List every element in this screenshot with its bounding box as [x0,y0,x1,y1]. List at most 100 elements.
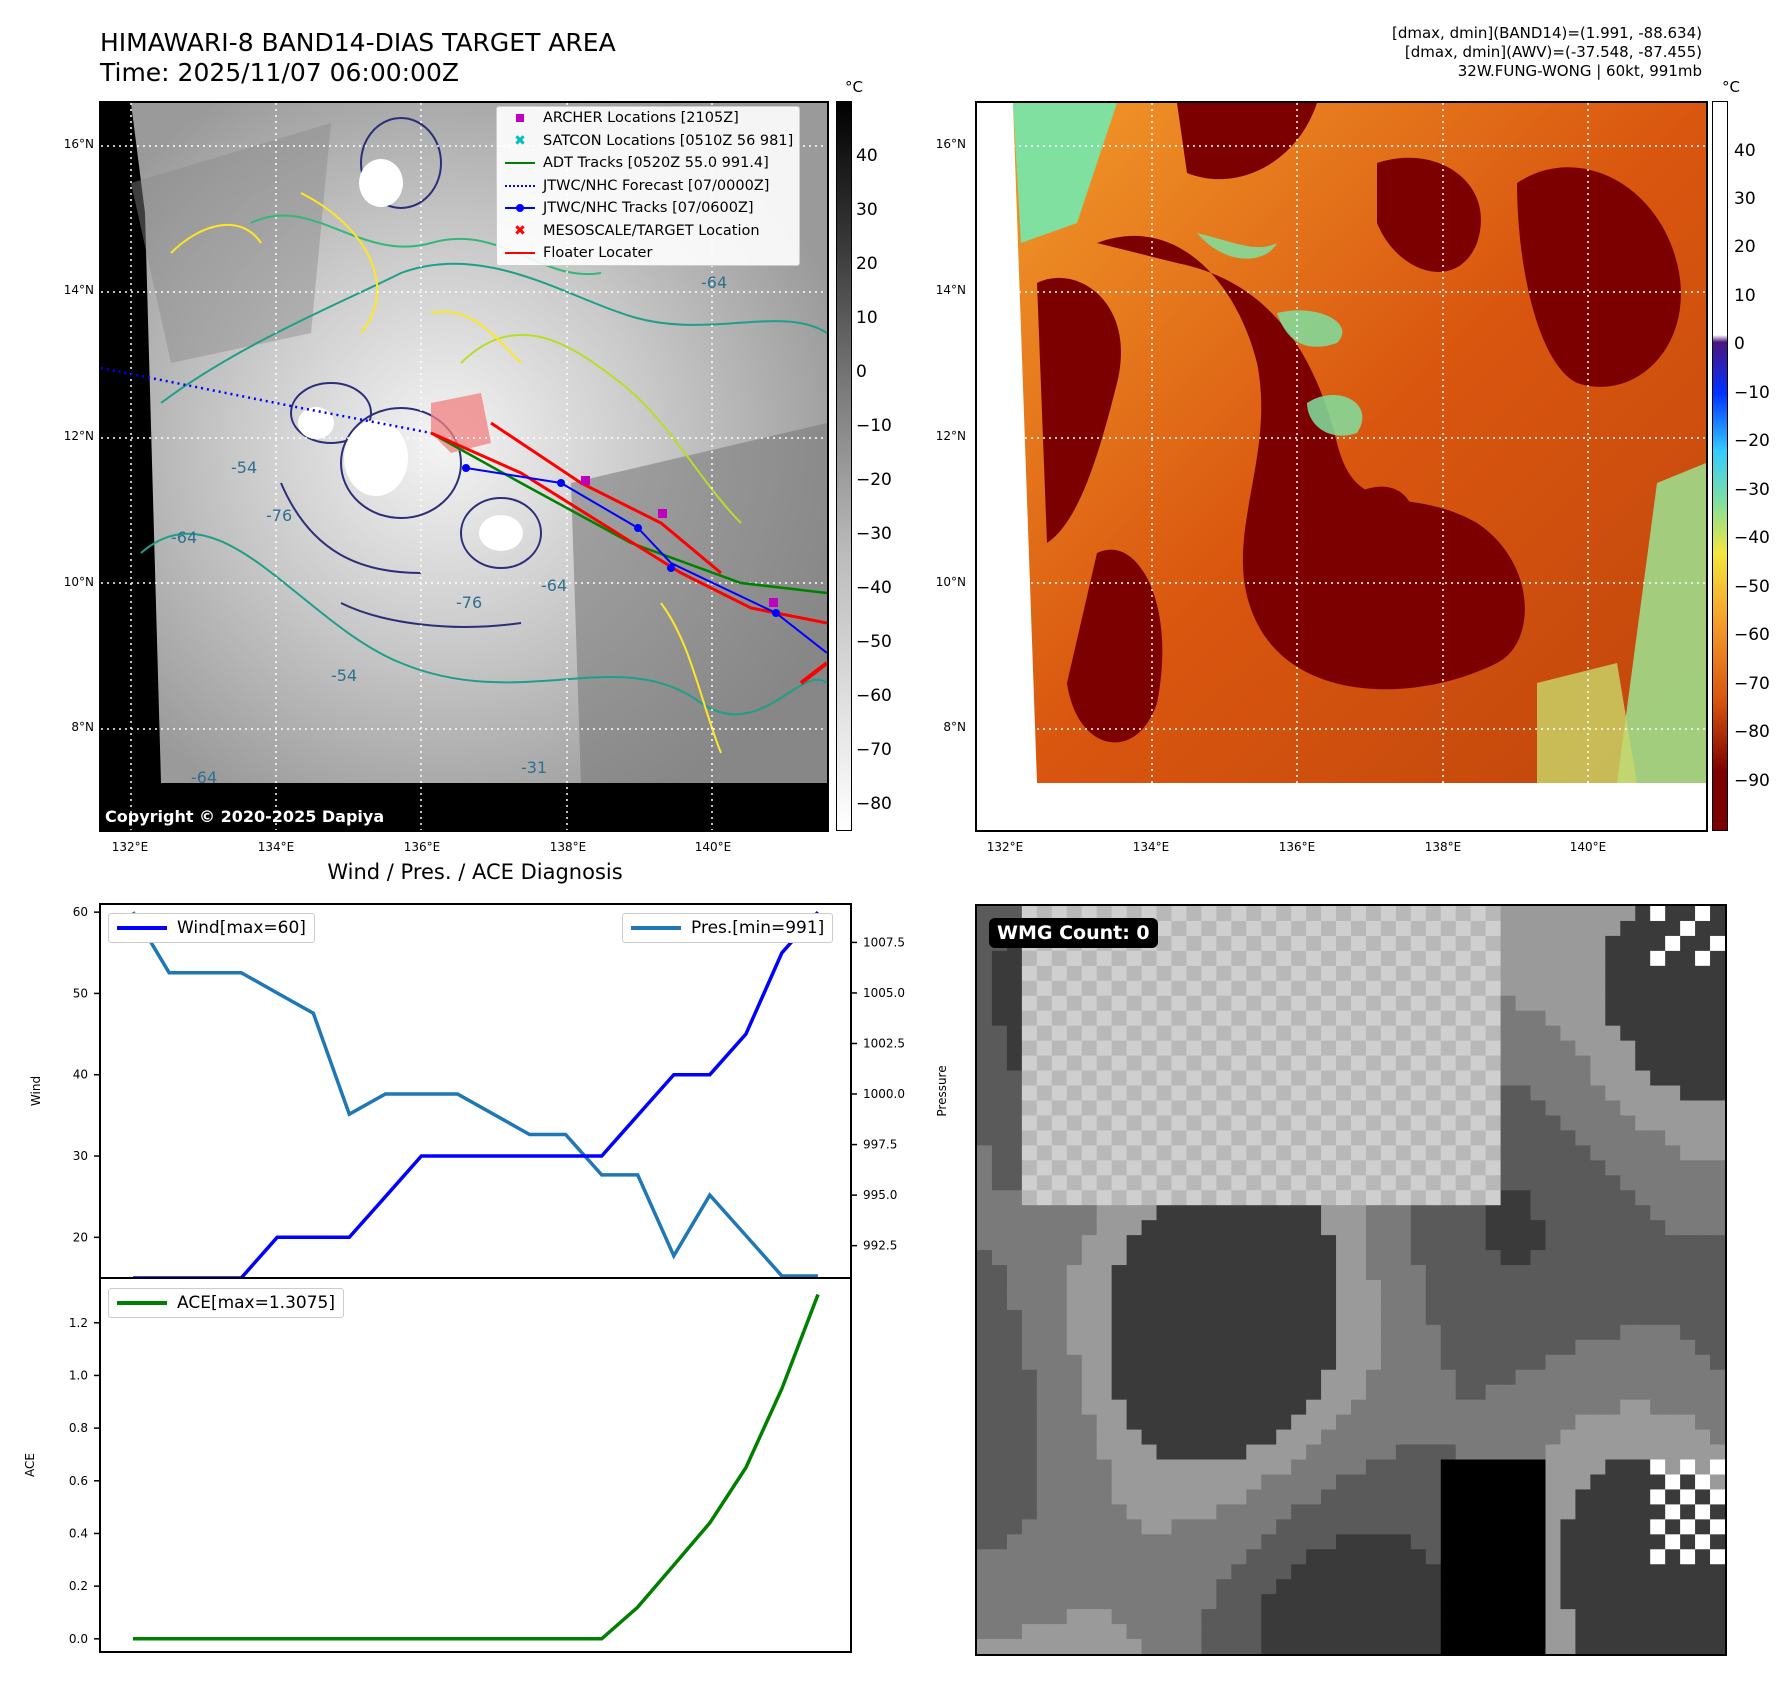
title-line-1: HIMAWARI-8 BAND14-DIAS TARGET AREA [100,28,616,57]
legend-archer: ARCHER Locations [2105Z] [497,107,799,130]
awv-map-image [977,103,1706,830]
lat-label: 16°N [63,137,94,151]
contour-label-1: -64 [701,273,727,292]
legend-adt: ADT Tracks [0520Z 55.0 991.4] [497,152,799,175]
ace-axis-tick-label: 0.4 [69,1526,88,1540]
line-dot-icon [505,204,535,213]
map-legend: ARCHER Locations [2105Z] ✖ SATCON Locati… [496,106,801,266]
jtwc-track-line [465,467,827,654]
colorbar1 [836,101,852,831]
legend-jtwc-forecast: JTWC/NHC Forecast [07/0000Z] [497,175,799,198]
storm-info: [dmax, dmin](BAND14)=(1.991, -88.634) [d… [1392,24,1702,81]
lon-label: 136°E [1278,840,1316,854]
colorbar1-unit: °C [845,78,863,96]
lon-label: 136°E [403,840,441,854]
ace-axis-tick-label: 0.2 [69,1579,88,1593]
square-marker-icon [516,114,524,123]
figure-title: HIMAWARI-8 BAND14-DIAS TARGET AREA Time:… [100,28,616,88]
lon-label: 134°E [1132,840,1170,854]
lon-label: 134°E [257,840,295,854]
contour-label-5: -76 [456,593,482,612]
wmg-panel: WMG Count: 0 [975,904,1727,1656]
diagnosis-charts: 20 30 40 50 60 992.5 995.0 997.5 1000.0 1002.5 10… [23,903,949,1653]
wind-axis-tick-label: 20 [73,1230,88,1244]
pressure-axis-tick-label: 997.5 [863,1138,897,1152]
wind-axis-tick-label: 60 [73,905,88,919]
legend-satcon: ✖ SATCON Locations [0510Z 56 981] [514,132,794,149]
ace-series-line [133,1293,820,1641]
info-band14: [dmax, dmin](BAND14)=(1.991, -88.634) [1391,24,1702,42]
jtwc-forecast-line [101,366,432,435]
lon-label: 138°E [1424,840,1462,854]
floater-locater-line [430,431,827,625]
floater-locater-line-3 [799,661,827,685]
ace-axis-tick-label: 0.6 [69,1474,88,1488]
contour-label-3: -76 [266,506,292,525]
wind-axis-tick-label: 40 [73,1068,88,1082]
dotted-line-icon [505,184,535,187]
lon-label: 132°E [986,840,1024,854]
copyright: Copyright © 2020-2025 Dapiya [105,807,385,826]
ace-panel: 0.0 0.2 0.4 0.6 0.8 1.0 1.2 ACE [23,1277,852,1653]
wind-series-line [133,910,820,1280]
legend-jtwc-tracks: JTWC/NHC Tracks [07/0600Z] [497,197,799,220]
pressure-axis-tick-label: 1007.5 [863,935,905,949]
line-icon [505,252,535,255]
ir-map-image: -64 -54 -76 -64 -76 -54 -64 -31 -64 [101,103,827,830]
ir-map-panel: -64 -54 -76 -64 -76 -54 -64 -31 -64 ARCH… [99,101,829,832]
info-awv: [dmax, dmin](AWV)=(-37.548, -87.455) [1404,43,1702,61]
wind-axis-tick-label: 50 [73,986,88,1000]
legend-floater: Floater Locater [497,242,799,265]
lat-label: 14°N [63,283,94,297]
lon-label: 140°E [1569,840,1607,854]
lat-label: 12°N [63,429,94,443]
lon-label: 140°E [694,840,732,854]
title-line-2: Time: 2025/11/07 06:00:00Z [100,58,459,87]
colorbar2-unit: °C [1722,78,1740,96]
lat-label: 12°N [935,429,966,443]
ace-axis-tick-label: 1.2 [69,1316,88,1330]
contour-label-7: -64 [541,576,567,595]
pressure-legend: Pres.[min=991] [622,913,834,943]
pressure-axis-tick-label: 992.5 [863,1239,897,1253]
ace-legend: ACE[max=1.3075] [108,1288,344,1318]
contour-label-6: -54 [331,666,357,685]
lat-label: 8°N [943,720,966,734]
ace-axis-label: ACE [23,1453,37,1477]
lat-label: 14°N [935,283,966,297]
x-marker-icon: ✖ [514,222,526,239]
lon-label: 138°E [549,840,587,854]
ace-axis-tick-label: 0.8 [69,1421,88,1435]
diagnosis-title: Wind / Pres. / ACE Diagnosis [327,860,623,884]
info-storm: 32W.FUNG-WONG | 60kt, 991mb [1457,62,1702,80]
wmg-grid-image [977,906,1725,1654]
pressure-axis-tick-label: 1005.0 [863,986,905,1000]
lat-label: 10°N [63,575,94,589]
lat-label: 10°N [935,575,966,589]
lat-label: 8°N [71,720,94,734]
pressure-axis-tick-label: 995.0 [863,1188,897,1202]
contour-label-8: -31 [521,758,547,777]
wind-pressure-panel: 20 30 40 50 60 992.5 995.0 997.5 1000.0 1002.5 10… [29,903,949,1280]
ace-swatch [117,1301,167,1305]
colorbar2 [1712,101,1728,831]
pressure-series-line [131,911,818,1278]
contour-label-4: -64 [171,528,197,547]
ace-axis-tick-label: 1.0 [69,1368,88,1382]
wind-axis-tick-label: 30 [73,1149,88,1163]
wmg-count-badge: WMG Count: 0 [989,918,1158,948]
wind-axis-label: Wind [29,1076,43,1106]
pressure-axis-label: Pressure [935,1065,949,1116]
legend-mesoscale: ✖ MESOSCALE/TARGET Location [514,222,760,239]
pressure-axis-tick-label: 1002.5 [863,1036,905,1050]
lat-label: 16°N [935,137,966,151]
wind-legend: Wind[max=60] [108,913,315,943]
pressure-axis-tick-label: 1000.0 [863,1087,905,1101]
awv-map-panel [975,101,1708,832]
contour-label-9: -64 [191,768,217,787]
line-icon [505,162,535,165]
ace-axis-tick-label: 0.0 [69,1632,88,1646]
x-marker-icon: ✖ [514,132,526,149]
lon-label: 132°E [111,840,149,854]
wind-swatch [117,926,167,930]
